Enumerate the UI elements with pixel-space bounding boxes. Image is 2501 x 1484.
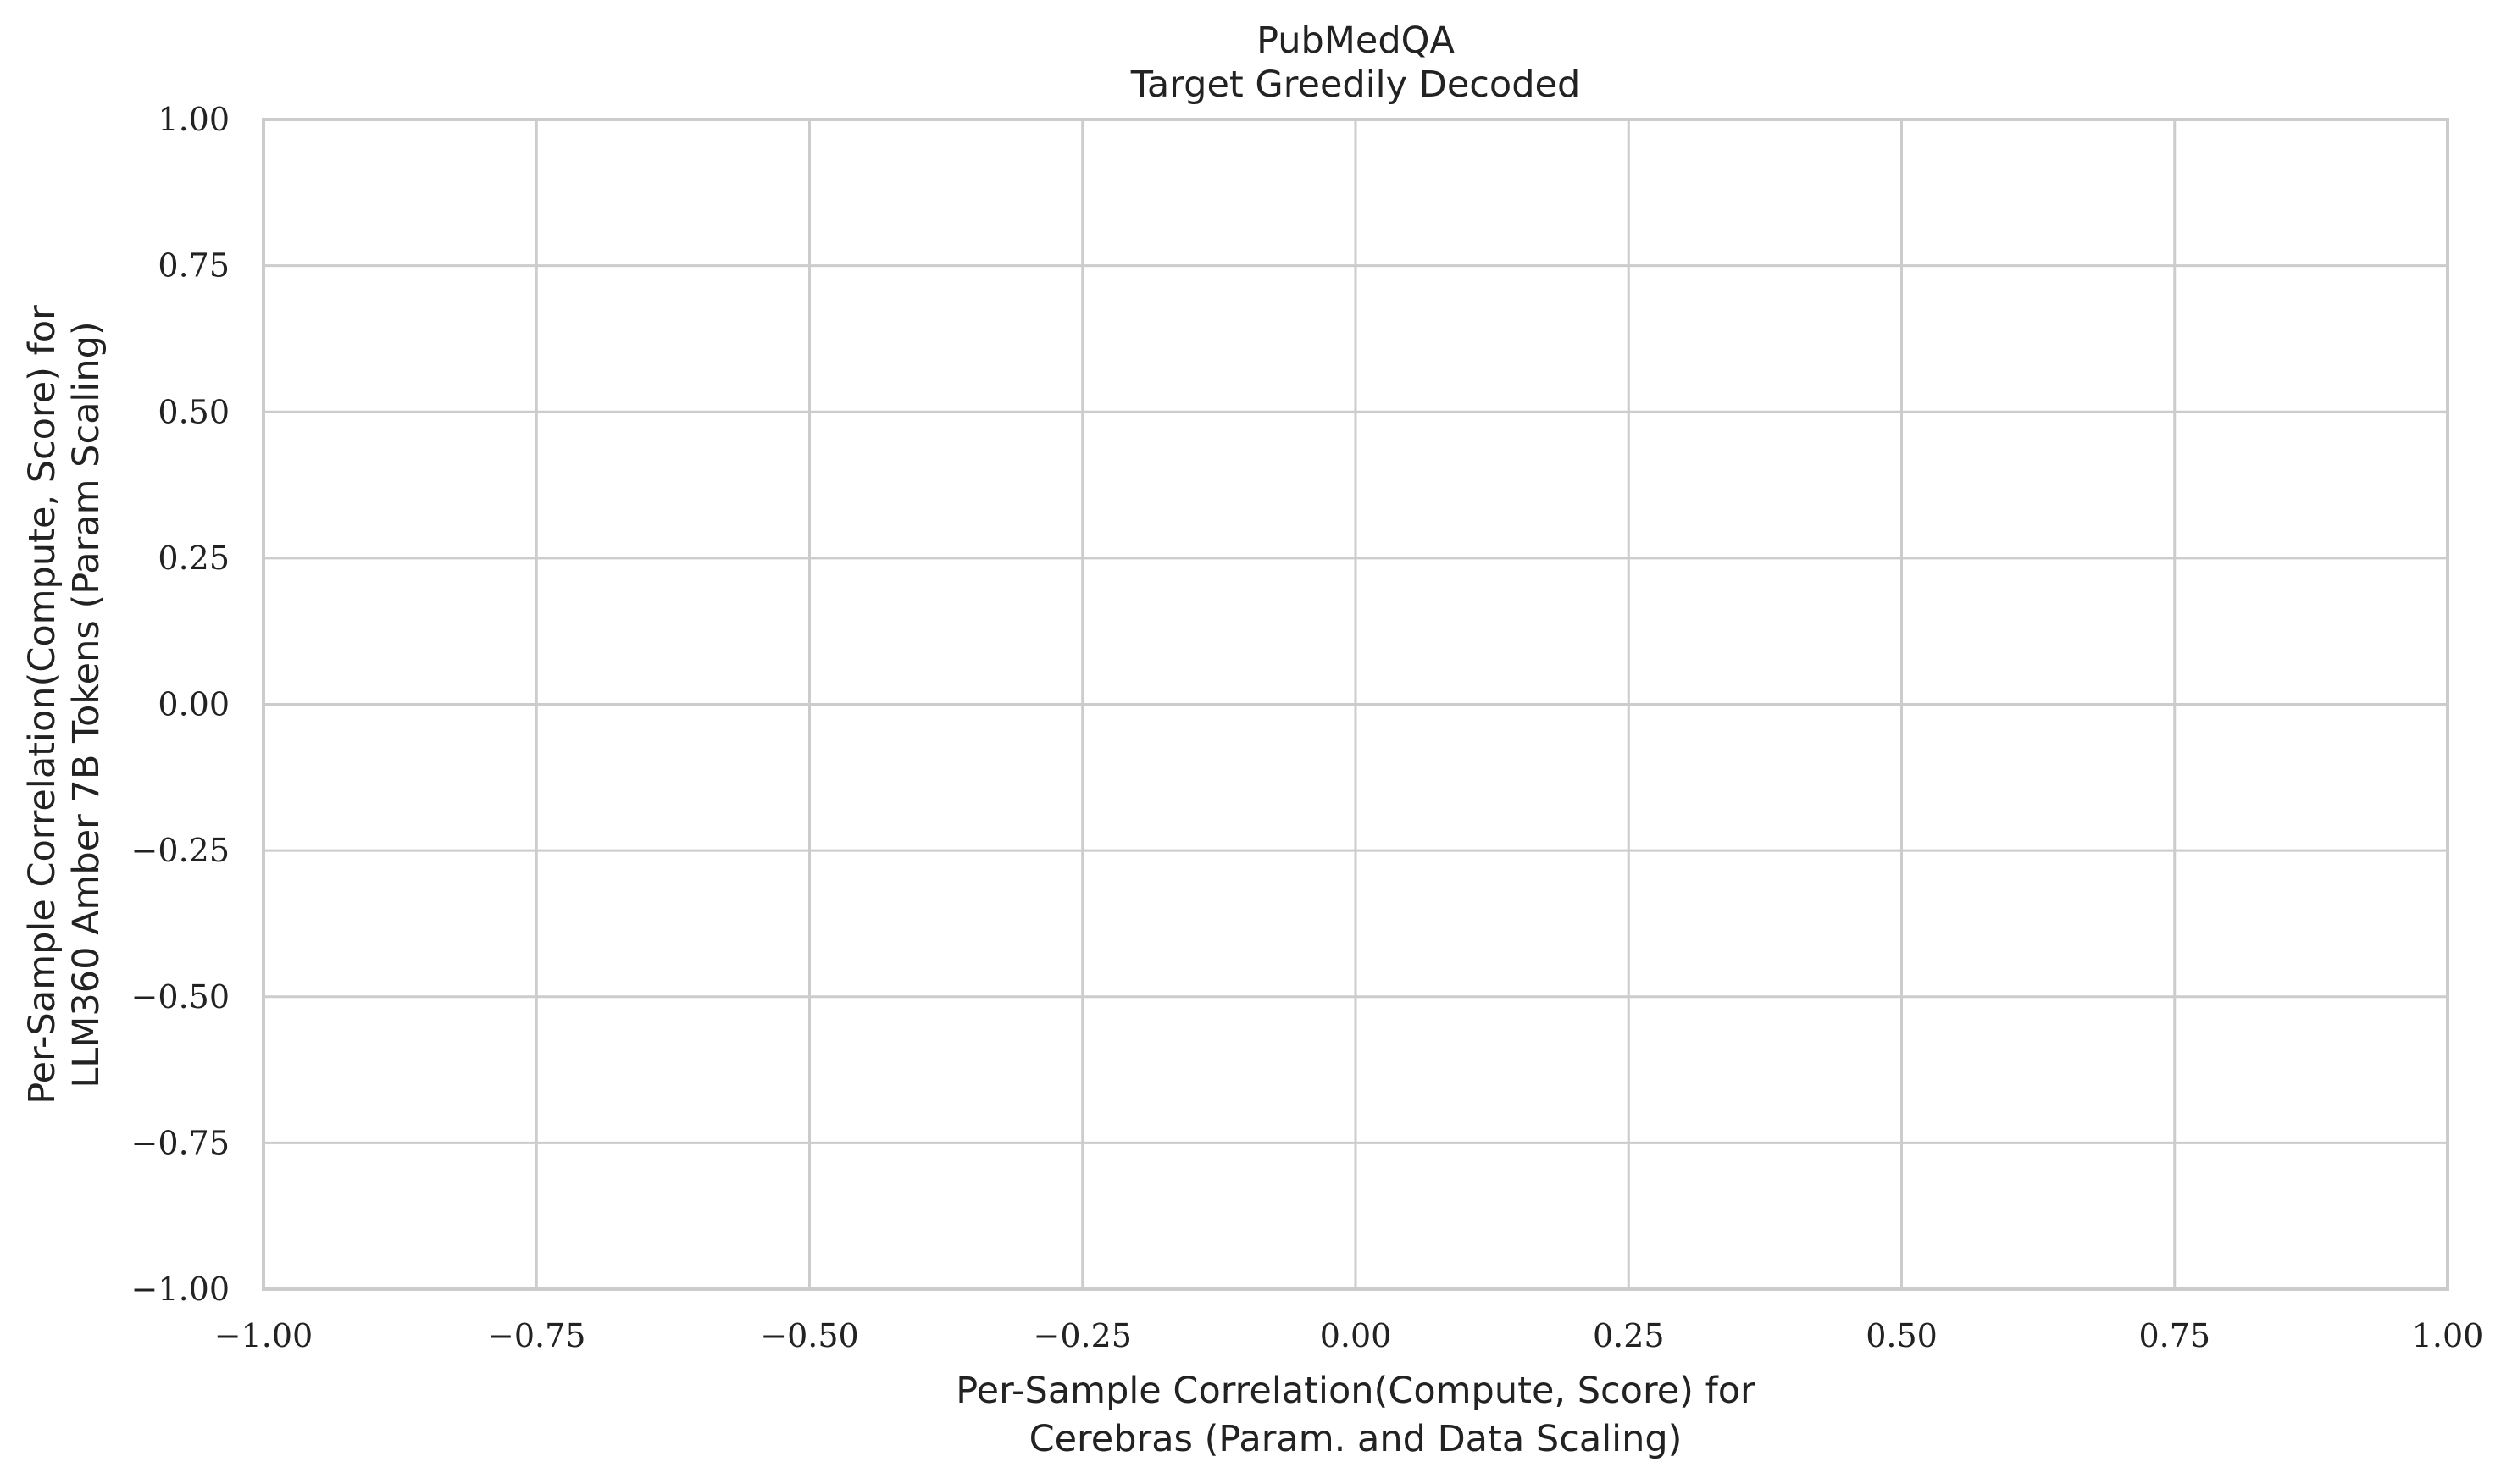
y-tick-label: −1.00 xyxy=(131,1271,230,1308)
chart-title-group: PubMedQA Target Greedily Decoded xyxy=(1130,19,1581,106)
y-axis-label-line-1: Per-Sample Correlation(Compute, Score) f… xyxy=(21,305,64,1105)
x-axis-label-line-2: Cerebras (Param. and Data Scaling) xyxy=(1029,1418,1683,1460)
chart-title: PubMedQA xyxy=(1256,19,1455,62)
x-tick-label: 1.00 xyxy=(2412,1317,2484,1354)
y-axis-label-line-2: LLM360 Amber 7B Tokens (Param Scaling) xyxy=(65,321,108,1088)
y-tick-labels: −1.00 −0.75 −0.50 −0.25 0.00 0.25 0.50 0.75 1.00 xyxy=(131,101,230,1308)
y-axis-label: Per-Sample Correlation(Compute, Score) f… xyxy=(21,305,108,1105)
y-tick-label: 0.50 xyxy=(158,393,230,430)
y-tick-label: −0.75 xyxy=(131,1124,230,1161)
x-tick-label: 0.00 xyxy=(1320,1317,1392,1354)
x-tick-label: −1.00 xyxy=(214,1317,313,1354)
y-tick-label: 1.00 xyxy=(158,101,230,138)
chart-subtitle: Target Greedily Decoded xyxy=(1130,64,1581,106)
x-tick-label: −0.75 xyxy=(487,1317,585,1354)
y-tick-label: −0.50 xyxy=(131,978,230,1016)
x-tick-label: 0.75 xyxy=(2138,1317,2210,1354)
x-tick-label: 0.50 xyxy=(1866,1317,1938,1354)
y-tick-label: 0.75 xyxy=(158,247,230,285)
y-tick-label: 0.00 xyxy=(158,686,230,723)
y-tick-label: −0.25 xyxy=(131,832,230,869)
x-axis-label-line-1: Per-Sample Correlation(Compute, Score) f… xyxy=(956,1370,1755,1412)
x-tick-label: 0.25 xyxy=(1593,1317,1665,1354)
x-tick-label: −0.25 xyxy=(1034,1317,1132,1354)
plot-area-frame xyxy=(262,118,2449,1291)
x-tick-label: −0.50 xyxy=(760,1317,858,1354)
y-tick-label: 0.25 xyxy=(158,540,230,577)
x-tick-labels: −1.00 −0.75 −0.50 −0.25 0.00 0.25 0.50 0.75 1.00 xyxy=(214,1317,2484,1354)
x-axis-label: Per-Sample Correlation(Compute, Score) f… xyxy=(956,1370,1755,1460)
